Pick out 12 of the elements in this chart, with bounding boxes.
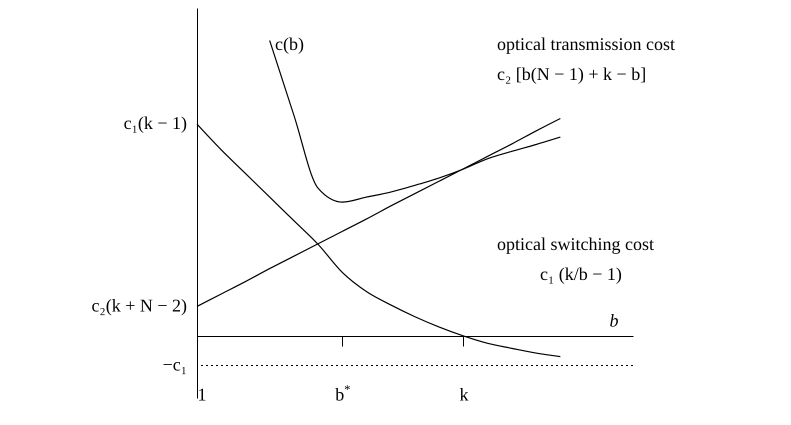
x-tick-label: 1 xyxy=(198,384,206,404)
x-axis-title: b xyxy=(610,310,618,330)
annotation: c₁ (k/b − 1) xyxy=(540,264,622,284)
annotation: optical transmission cost xyxy=(497,34,675,54)
annotation: c₂(k + N − 2) xyxy=(91,295,187,316)
x-tick-label: b$^{*}$ xyxy=(335,382,350,404)
annotation: c(b) xyxy=(275,34,304,54)
ref-line-label: −c₁ xyxy=(162,354,187,374)
x-tick-label: k xyxy=(459,384,468,404)
annotation: c₂ [b(N − 1) + k − b] xyxy=(497,64,646,84)
annotation: c₁(k − 1) xyxy=(124,113,188,134)
annotation: optical switching cost xyxy=(497,234,654,254)
